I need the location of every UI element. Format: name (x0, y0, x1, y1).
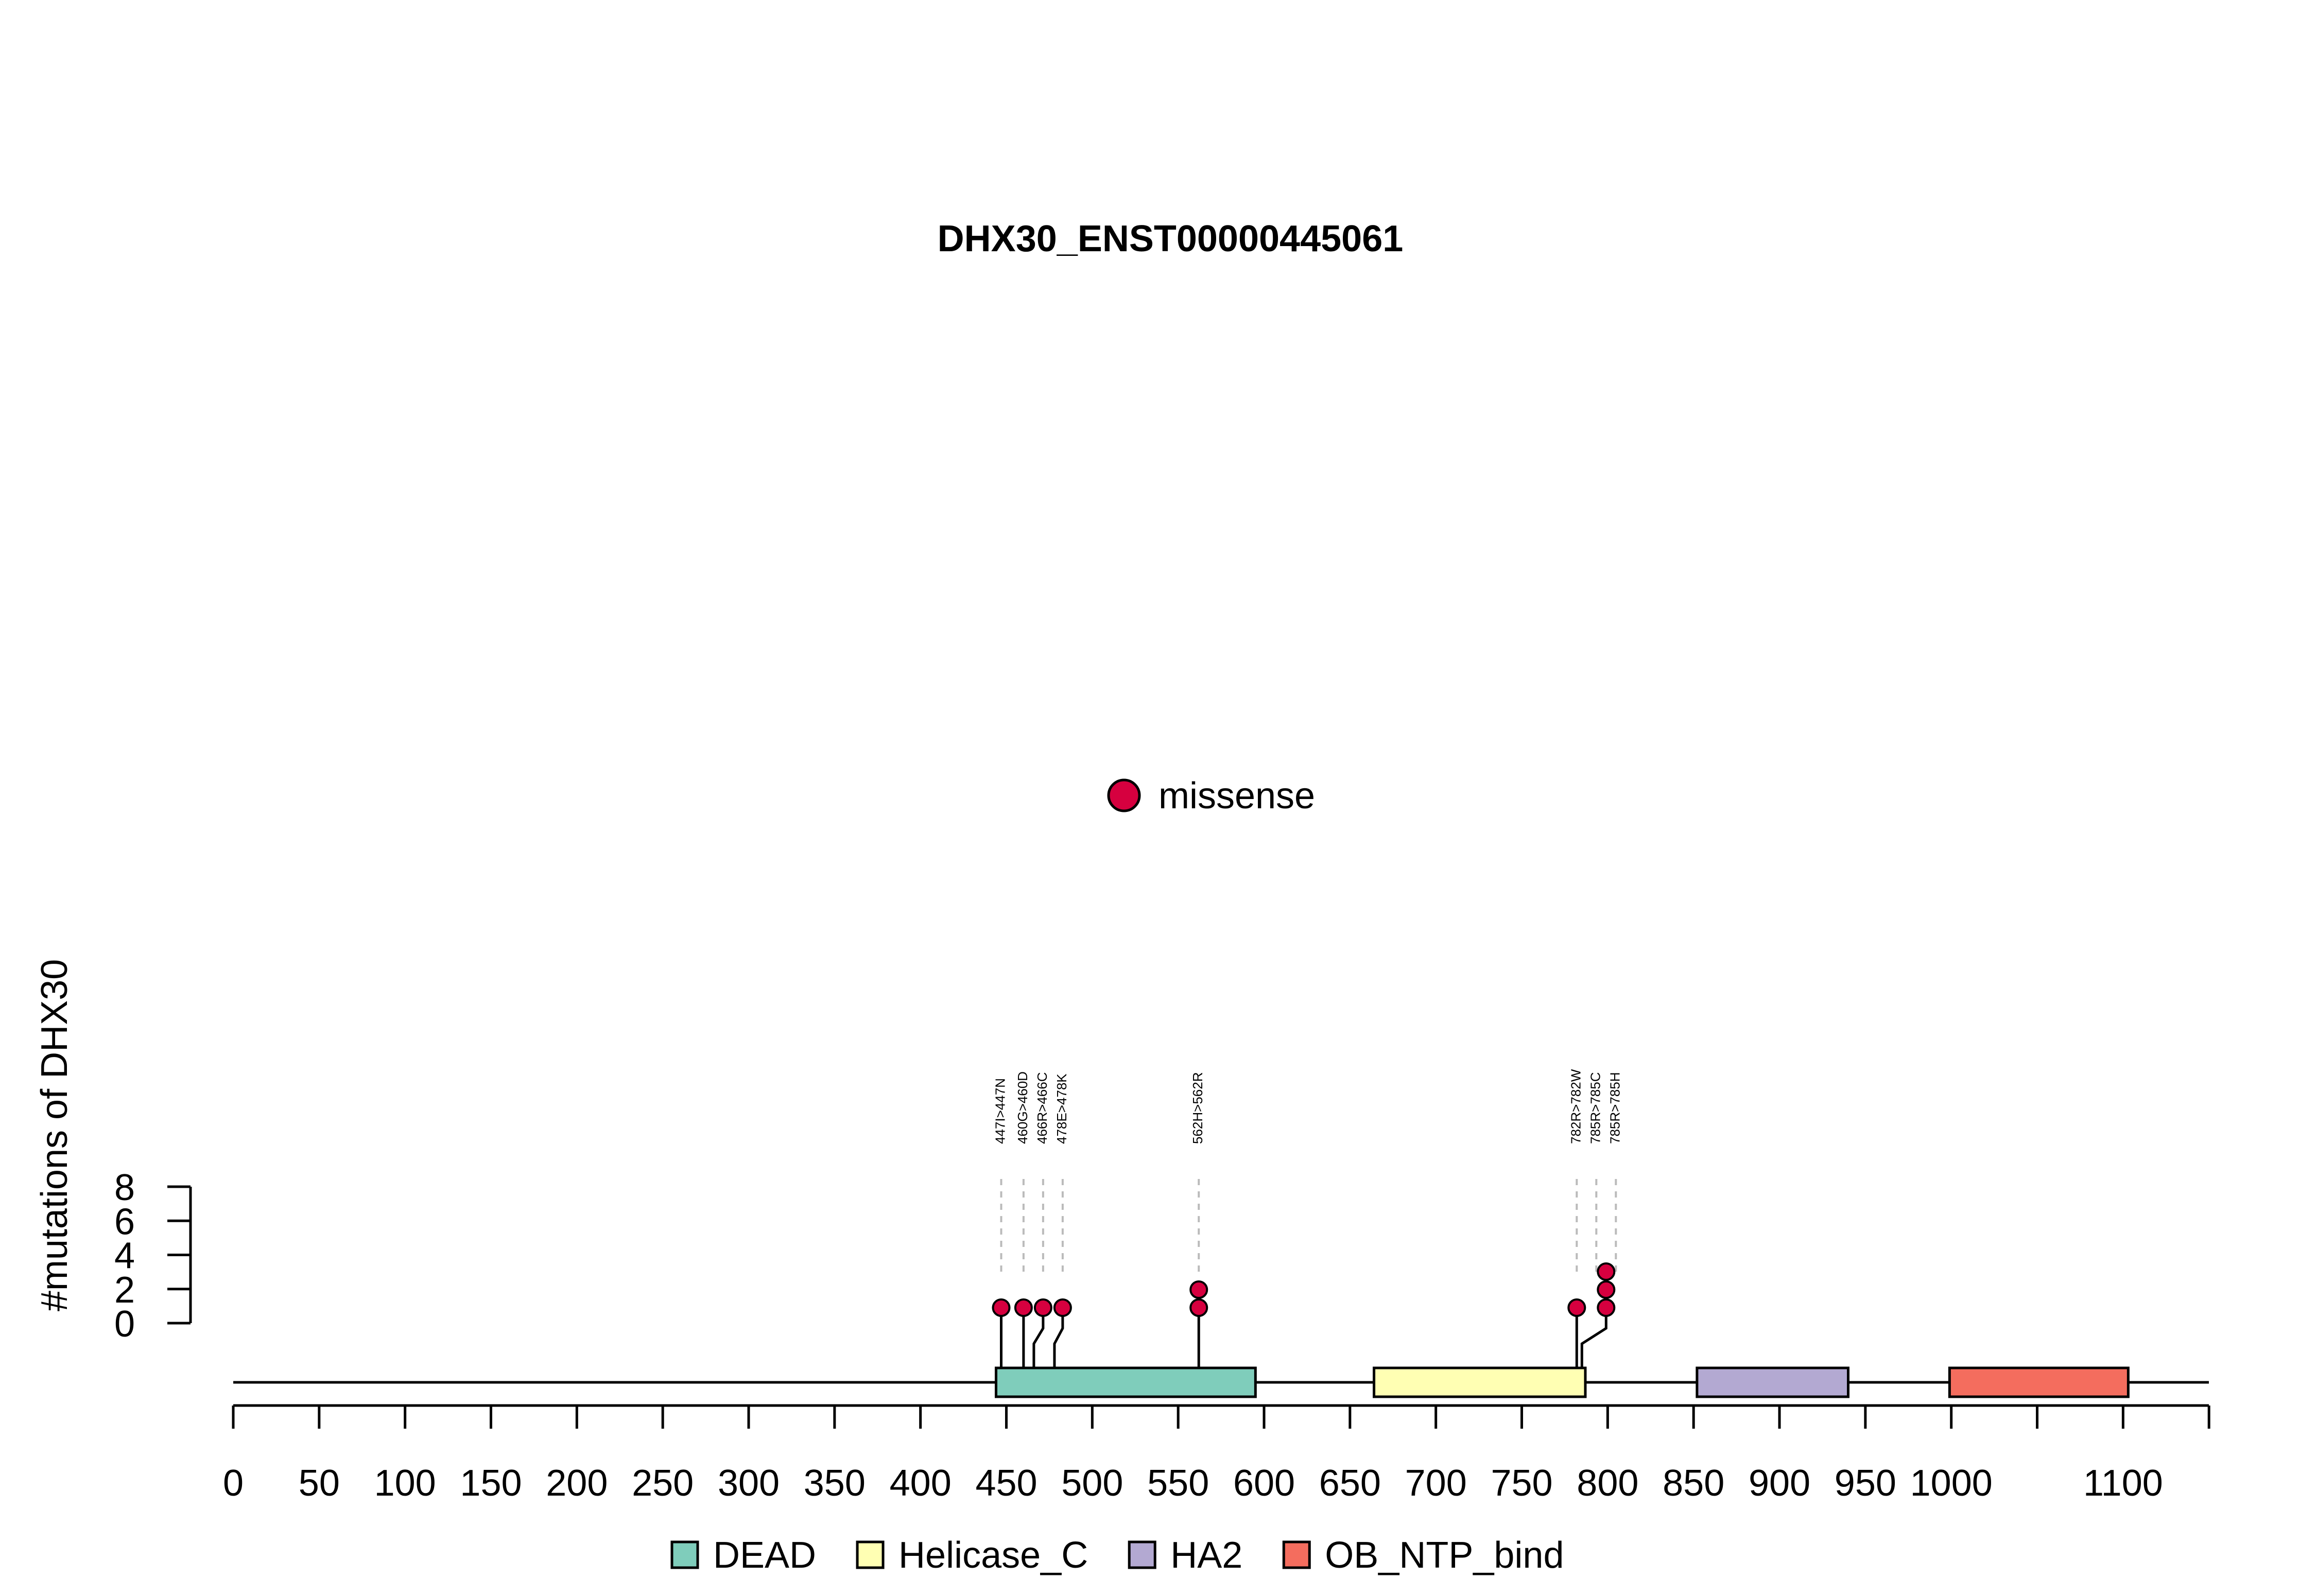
x-tick-label: 700 (1405, 1463, 1467, 1504)
x-tick-label: 350 (804, 1463, 866, 1504)
domain-legend-label: OB_NTP_bind (1325, 1535, 1564, 1576)
x-tick-label: 150 (460, 1463, 522, 1504)
y-tick-label: 0 (114, 1304, 135, 1345)
domain-legend-label: Helicase_C (898, 1535, 1088, 1576)
mutation-dot (1053, 1298, 1072, 1317)
domain-legend-swatch (1128, 1540, 1156, 1569)
x-tick-label: 800 (1577, 1463, 1638, 1504)
missense-legend: missense (1107, 775, 1315, 817)
domain-legend-label: HA2 (1170, 1535, 1242, 1576)
mutation-dot (1567, 1298, 1586, 1317)
mutation-label: 460G>460D (1015, 1071, 1030, 1144)
mutation-dot (1033, 1298, 1052, 1317)
x-tick-label: 1100 (2083, 1463, 2163, 1504)
mutation-dot (1014, 1298, 1033, 1317)
domain-ob-ntp-bind (1948, 1366, 2130, 1398)
mutation-label: 478E>478K (1054, 1073, 1069, 1144)
mutation-label: 466R>466C (1034, 1072, 1050, 1144)
x-tick-label: 550 (1147, 1463, 1209, 1504)
mutation-dots (992, 1262, 1616, 1317)
y-axis-label: #mutations of DHX30 (34, 959, 75, 1311)
domain-helicase-c (1373, 1366, 1587, 1398)
mutation-labels: 447I>447N 460G>460D 466R>466C 478E>478K 562H… (993, 1069, 1622, 1277)
domain-legend-swatch (670, 1540, 699, 1569)
mutation-dot (1597, 1298, 1616, 1317)
y-tick-label: 4 (114, 1236, 135, 1277)
lollipop-stems (1000, 1272, 1607, 1368)
domain-legend: DEAD Helicase_C HA2 OB_NTP_bind (670, 1535, 1564, 1576)
mutation-dot (992, 1298, 1011, 1317)
y-tick-label: 6 (114, 1201, 135, 1242)
mutation-dot (1189, 1298, 1208, 1317)
mutation-label: 782R>782W (1568, 1069, 1583, 1144)
lollipop-stem (1032, 1308, 1045, 1368)
y-tick-label: 2 (114, 1270, 135, 1311)
x-tick-label: 200 (546, 1463, 608, 1504)
x-tick-label: 300 (718, 1463, 780, 1504)
missense-legend-marker (1107, 778, 1141, 812)
missense-legend-label: missense (1158, 775, 1315, 817)
chart-title: DHX30_ENST00000445061 (938, 218, 1404, 259)
x-tick-label: 850 (1663, 1463, 1724, 1504)
mutation-dot (1597, 1280, 1616, 1299)
mutation-label: 562H>562R (1190, 1072, 1205, 1144)
x-tick-label: 650 (1319, 1463, 1381, 1504)
domain-dead (994, 1366, 1257, 1398)
mutation-label: 785R>785H (1607, 1072, 1622, 1144)
x-tick-label: 1000 (1910, 1463, 1993, 1504)
y-tick-label: 8 (114, 1167, 135, 1208)
lollipop-stem (1053, 1308, 1064, 1368)
x-tick-label: 250 (632, 1463, 694, 1504)
x-tick-label: 500 (1061, 1463, 1123, 1504)
x-tick-label: 950 (1835, 1463, 1896, 1504)
mutation-label: 447I>447N (993, 1078, 1008, 1144)
domain-legend-swatch (856, 1540, 885, 1569)
x-tick-label: 450 (975, 1463, 1037, 1504)
x-axis: 0 50 100 150 200 250 300 350 400 450 500 550 600 650 7… (223, 1404, 2210, 1504)
x-tick-label: 50 (299, 1463, 340, 1504)
x-tick-label: 100 (374, 1463, 436, 1504)
mutation-dot (1189, 1280, 1208, 1299)
domain-ha2 (1696, 1366, 1849, 1398)
protein-domains (994, 1366, 2130, 1398)
x-tick-label: 0 (223, 1463, 244, 1504)
x-tick-label: 600 (1233, 1463, 1295, 1504)
mutation-dot (1597, 1262, 1616, 1281)
domain-legend-swatch (1282, 1540, 1311, 1569)
domain-legend-label: DEAD (713, 1535, 816, 1576)
mutation-label: 785R>785C (1587, 1072, 1603, 1144)
x-tick-label: 750 (1491, 1463, 1552, 1504)
x-tick-label: 400 (890, 1463, 952, 1504)
x-tick-label: 900 (1749, 1463, 1810, 1504)
